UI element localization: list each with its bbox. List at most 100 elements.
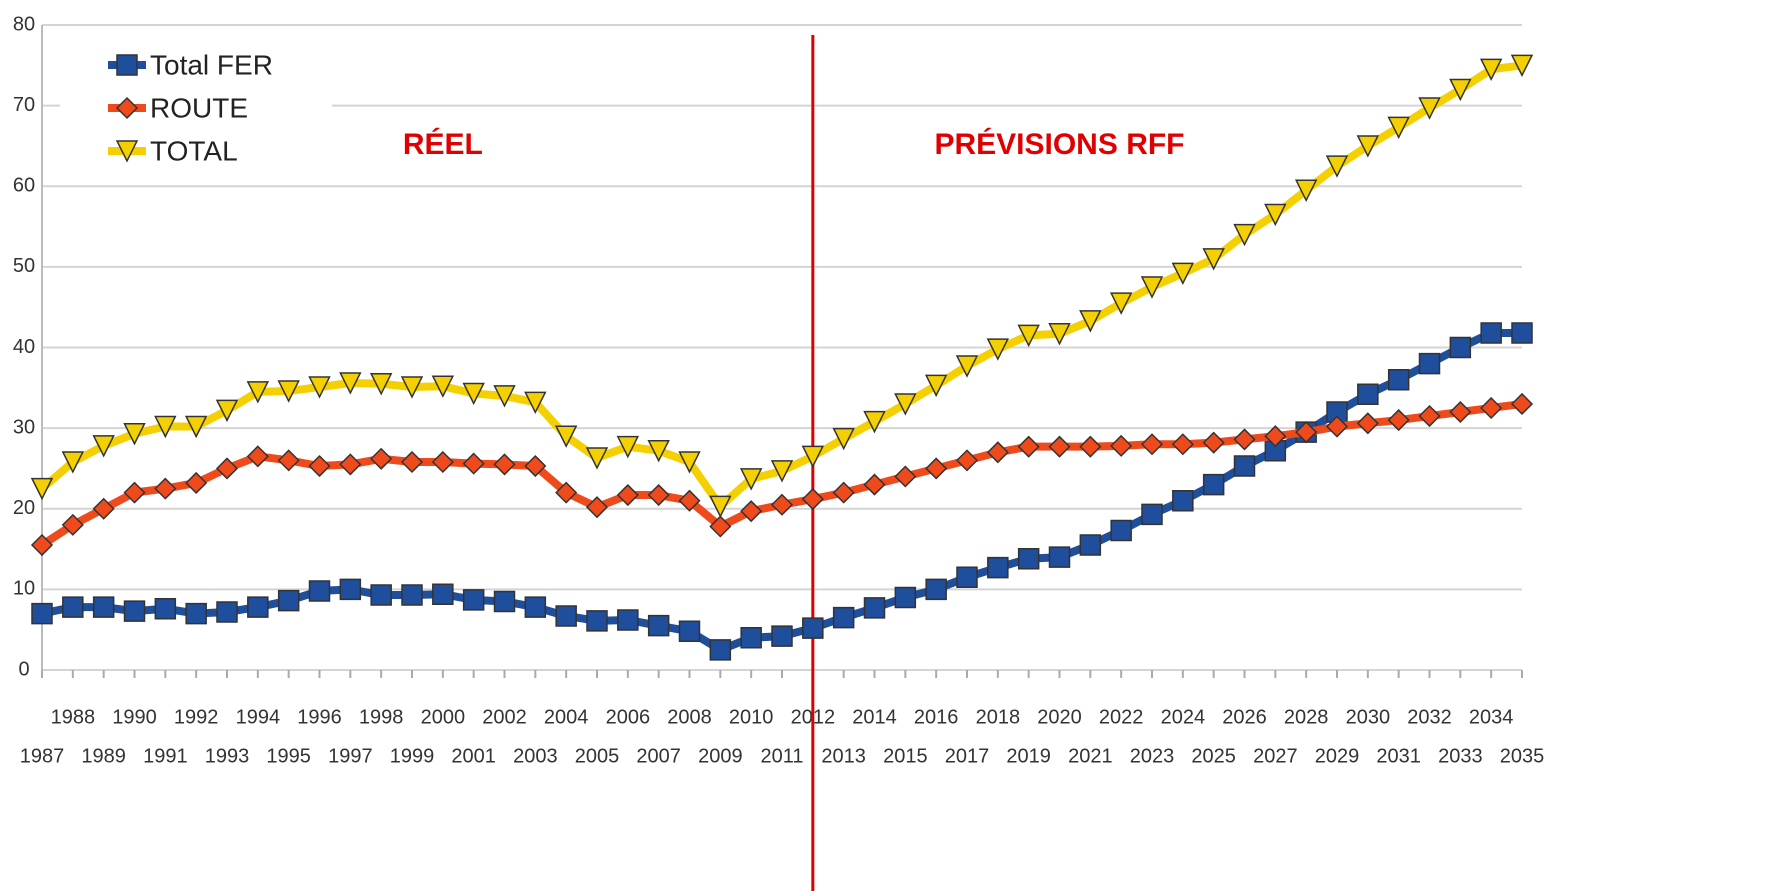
marker: [370, 447, 393, 470]
marker: [1510, 392, 1534, 415]
x-tick-label: 1992: [174, 706, 219, 728]
marker: [524, 454, 547, 478]
marker: [1418, 97, 1441, 120]
marker: [801, 488, 824, 511]
marker: [1171, 433, 1194, 456]
marker: [92, 497, 115, 520]
x-tick-label: 2005: [575, 745, 620, 767]
y-tick-label: 40: [13, 336, 35, 358]
marker: [678, 451, 701, 474]
y-tick-label: 80: [13, 13, 35, 35]
marker: [308, 376, 331, 399]
marker: [617, 609, 639, 631]
legend-label: TOTAL: [150, 135, 238, 166]
marker: [401, 584, 423, 606]
marker: [1387, 116, 1410, 140]
marker: [987, 556, 1009, 579]
marker: [493, 385, 516, 408]
marker: [370, 584, 392, 606]
marker: [1356, 135, 1380, 158]
y-tick-label: 50: [13, 255, 35, 277]
marker: [154, 477, 177, 500]
x-tick-label: 2030: [1346, 706, 1391, 728]
marker: [339, 372, 362, 395]
x-tick-label: 2035: [1500, 745, 1545, 767]
marker: [1294, 179, 1318, 202]
marker: [955, 449, 979, 472]
marker: [863, 410, 886, 434]
marker: [1264, 425, 1287, 448]
marker: [1079, 534, 1102, 556]
x-tick-label: 2033: [1438, 745, 1483, 767]
marker: [123, 423, 146, 446]
x-tick-label: 2029: [1315, 745, 1360, 767]
marker: [925, 457, 948, 480]
marker: [894, 586, 917, 609]
marker: [1449, 400, 1472, 424]
x-tick-label: 1994: [236, 706, 281, 728]
marker: [462, 452, 485, 475]
x-tick-label: 2031: [1376, 745, 1421, 767]
marker: [339, 578, 362, 601]
marker: [1479, 58, 1503, 82]
legend: Total FER ROUTE TOTAL: [60, 35, 332, 185]
marker: [31, 602, 53, 625]
x-tick-label: 1996: [297, 706, 342, 728]
marker: [462, 382, 485, 406]
marker: [215, 457, 239, 480]
marker: [1048, 546, 1071, 568]
marker: [1233, 223, 1256, 247]
marker: [184, 415, 208, 439]
marker: [115, 140, 139, 163]
marker: [863, 473, 886, 496]
x-tick-label: 2023: [1130, 745, 1175, 767]
marker: [647, 614, 670, 637]
x-tick-label: 1995: [266, 745, 311, 767]
x-tick-label: 1998: [359, 706, 404, 728]
marker: [431, 375, 455, 398]
marker: [1140, 276, 1164, 299]
marker: [123, 600, 146, 622]
x-tick-label: 2021: [1068, 745, 1113, 767]
marker: [832, 427, 855, 451]
marker: [1171, 262, 1195, 286]
x-tick-label: 2032: [1407, 706, 1452, 728]
x-tick-label: 2008: [667, 706, 712, 728]
marker: [1202, 431, 1225, 454]
marker: [802, 617, 824, 639]
x-tick-label: 2010: [729, 706, 774, 728]
marker: [339, 453, 362, 476]
x-tick-label: 2013: [821, 745, 866, 767]
x-tick-label: 2002: [482, 706, 527, 728]
marker: [277, 449, 300, 472]
marker: [246, 445, 269, 468]
marker: [61, 451, 85, 474]
marker: [247, 596, 269, 618]
marker: [30, 477, 54, 501]
marker: [115, 96, 139, 120]
marker: [216, 601, 238, 623]
x-tick-label: 2001: [451, 745, 496, 767]
marker: [678, 489, 701, 512]
x-tick-label: 2018: [976, 706, 1021, 728]
marker: [1017, 324, 1040, 348]
marker: [1079, 435, 1102, 458]
marker: [1325, 155, 1349, 178]
marker: [740, 500, 763, 523]
marker: [1387, 369, 1410, 391]
marker: [246, 381, 270, 404]
marker: [647, 483, 670, 507]
marker: [62, 596, 84, 618]
marker: [185, 602, 207, 625]
marker: [116, 54, 138, 76]
marker: [585, 447, 609, 470]
marker: [770, 493, 794, 516]
y-tick-label: 0: [18, 658, 29, 680]
marker: [493, 590, 516, 613]
x-tick-label: 2026: [1222, 706, 1267, 728]
x-tick-label: 2007: [636, 745, 681, 767]
marker: [801, 445, 825, 469]
x-tick-label: 2015: [883, 745, 928, 767]
marker: [1449, 336, 1472, 359]
marker: [1110, 434, 1133, 457]
